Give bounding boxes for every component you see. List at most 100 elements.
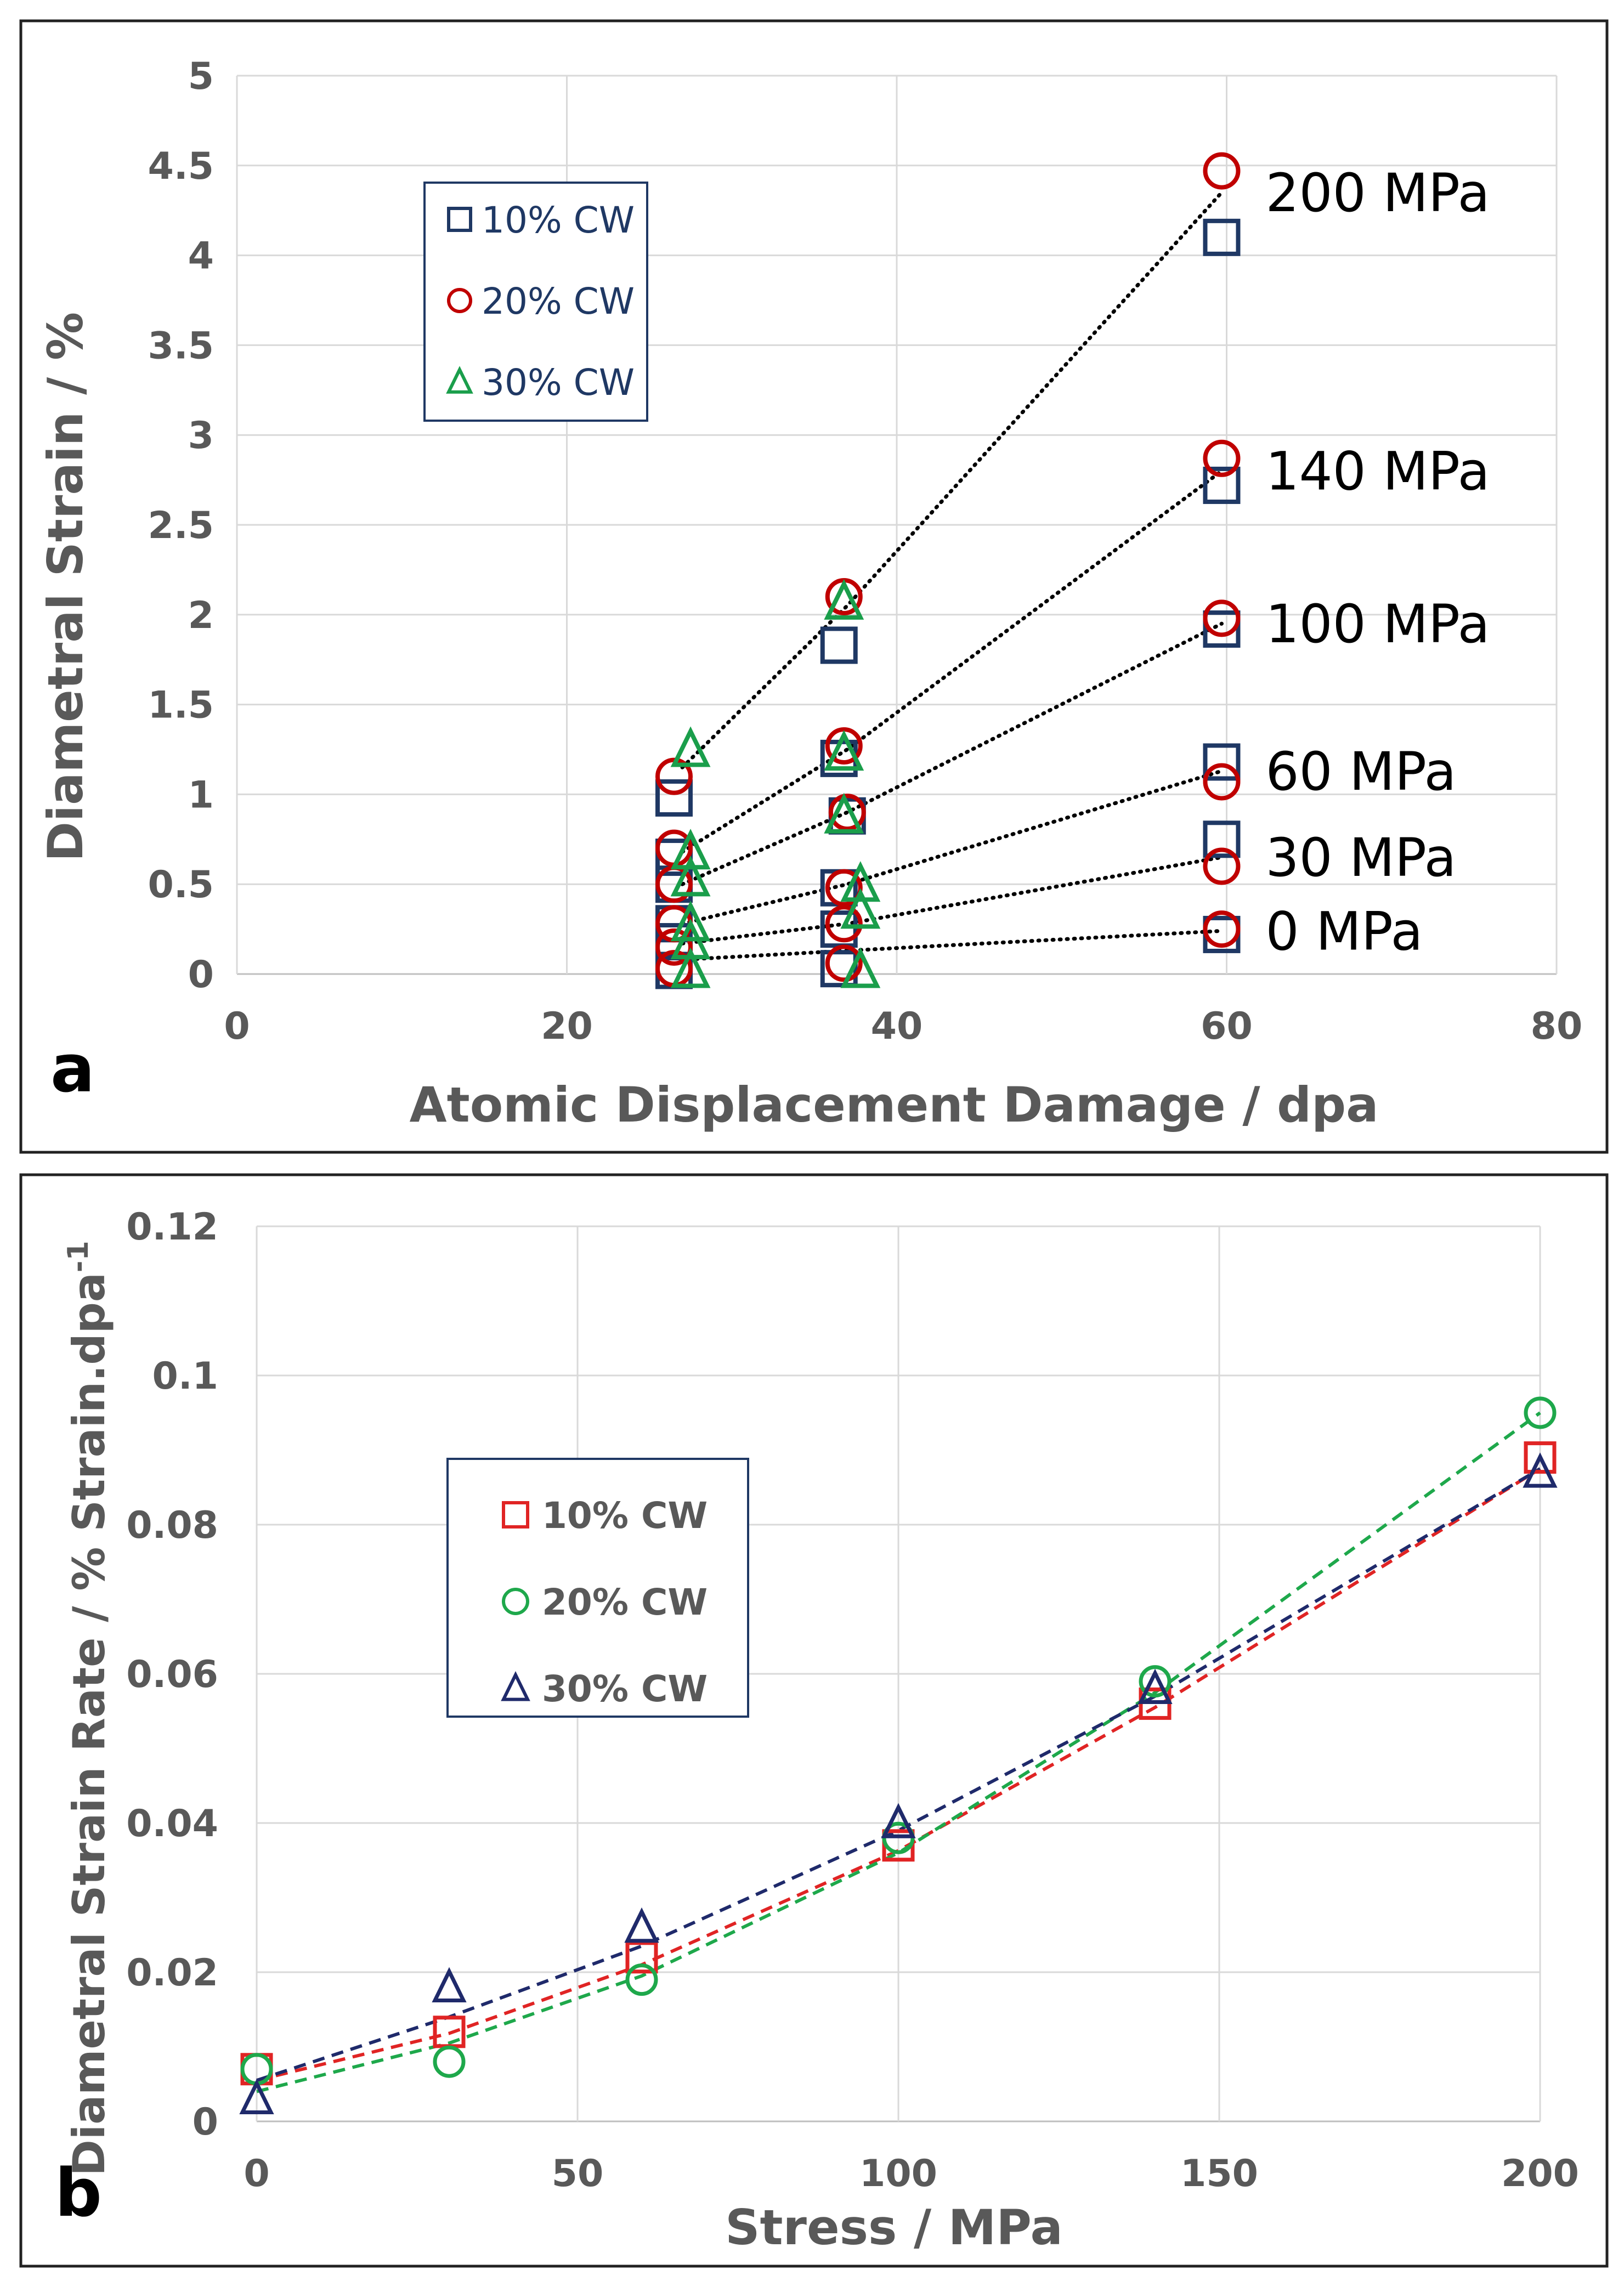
- panel-a-data-point: [840, 861, 881, 902]
- panel-b-data-point: [1523, 1452, 1558, 1488]
- panel-a-legend: 10% CW 20% CW 30% CW: [423, 182, 648, 422]
- panel-a-data-point: [1203, 910, 1241, 948]
- panel-a-y-tick-label: 3: [188, 414, 214, 457]
- panel-a-y-tick-label: 2.5: [148, 504, 214, 547]
- panel-a-data-point: [840, 947, 881, 988]
- panel-a-trend-line: [680, 469, 1224, 854]
- panel-a-data-point: [1203, 763, 1241, 801]
- panel-a-data-point: [820, 950, 858, 988]
- panel-a-data-point: [655, 928, 693, 966]
- panel-b-y-axis-label-text: Diametral Strain Rate / % Strain.dpa: [64, 1272, 115, 2176]
- panel-a-y-tick-label: 1.5: [148, 684, 214, 727]
- panel-b-label: b: [55, 2155, 102, 2232]
- panel-a-x-tick-label: 0: [224, 1005, 250, 1048]
- panel-a-y-tick-label: 0.5: [148, 863, 214, 907]
- panel-a-data-point: [1203, 743, 1241, 781]
- panel-a-data-point: [670, 947, 711, 988]
- panel-a-trend-line: [680, 621, 1224, 886]
- panel-a-data-point: [1203, 466, 1241, 504]
- panel-a-data-point: [1203, 152, 1241, 190]
- panel-b-x-tick-label: 100: [859, 2152, 937, 2195]
- panel-b-x-tick-label: 0: [244, 2152, 269, 2195]
- panel-b-legend-entry: 30% CW: [542, 1668, 708, 1710]
- panel-a-trend-line: [680, 769, 1224, 926]
- panel-b-fit-line: [256, 1467, 1541, 2082]
- panel-b-y-tick-label: 0: [193, 2101, 218, 2144]
- panel-a-y-axis-label: Diametral Strain / %: [37, 312, 94, 862]
- panel-a-data-point: [1203, 820, 1241, 858]
- panel-a-data-point: [825, 944, 863, 982]
- panel-b-data-point: [1139, 1665, 1172, 1698]
- panel-a-data-point: [840, 888, 881, 929]
- panel-a-data-point: [825, 727, 863, 765]
- panel-a-pressure-labels: 200 MPa 140 MPa 100 MPa 60 MPa 30 MPa 0 MPa: [1265, 162, 1490, 962]
- panel-b-y-tick-label: 0.04: [126, 1802, 218, 1846]
- panel-b-y-axis-label: Diametral Strain Rate / % Strain.dpa-1: [62, 1241, 115, 2176]
- panel-b-data-point: [1524, 1441, 1557, 1474]
- panel-a-trend-line: [680, 190, 1224, 769]
- panel-a-pressure-label: 0 MPa: [1265, 901, 1423, 962]
- panel-b-x-tick-label: 200: [1501, 2152, 1579, 2195]
- panel-a-y-tick-label: 1: [188, 773, 214, 817]
- panel-b-x-axis-label: Stress / MPa: [725, 2199, 1063, 2256]
- panel-b-data-point: [432, 1967, 467, 2003]
- panel-a-data-point: [670, 856, 711, 897]
- panel-a-x-tick-label: 40: [871, 1005, 923, 1048]
- panel-b-legend-marker: [501, 1671, 530, 1701]
- panel-b-data-point: [1138, 1668, 1173, 1705]
- panel-a-legend-entry: 30% CW: [482, 361, 635, 404]
- panel-a-tick-labels: 0 0.5 1 1.5 2 2.5 3 3.5 4 4.5 5 0 20 40 60 80: [148, 55, 1583, 1048]
- panel-a-data-point: [824, 579, 864, 620]
- panel-a-data-point: [655, 779, 693, 817]
- panel-a-legend-entry: 20% CW: [482, 280, 635, 322]
- panel-a-data-point: [1203, 218, 1241, 256]
- panel-b-fit-lines: [256, 1411, 1541, 2093]
- panel-a-data-point: [1203, 599, 1241, 637]
- panel-a-data-point: [820, 626, 858, 664]
- panel-a-pressure-label: 60 MPa: [1265, 741, 1456, 802]
- panel-a-data-point: [828, 794, 866, 831]
- panel-b-y-tick-label: 0.06: [126, 1653, 218, 1696]
- panel-a-legend-marker: [447, 207, 472, 232]
- panel-a-label: a: [50, 1031, 95, 1107]
- panel-a-y-tick-label: 2: [188, 594, 214, 637]
- panel-a-legend-box: [423, 182, 648, 422]
- panel-b-y-tick-label: 0.02: [126, 1951, 218, 1995]
- panel-b-data-point: [624, 1907, 659, 1943]
- panel-b-x-tick-label: 50: [552, 2152, 604, 2195]
- panel-b-legend-marker: [502, 1501, 529, 1529]
- panel-a-x-tick-label: 20: [541, 1005, 593, 1048]
- panel-a-data-point: [1203, 847, 1241, 885]
- panel-b-legend-marker: [502, 1588, 529, 1615]
- panel-a-legend-marker: [446, 366, 473, 394]
- panel-a-markers: [655, 152, 1241, 989]
- panel-b-y-tick-label: 0.08: [126, 1504, 218, 1547]
- panel-b-data-point: [881, 1803, 916, 1838]
- panel-a-data-point: [825, 905, 863, 943]
- panel-a-data-point: [670, 901, 711, 942]
- panel-b-y-tick-label: 0.12: [126, 1205, 218, 1249]
- panel-a-data-point: [670, 829, 711, 870]
- panel-a-pressure-label: 200 MPa: [1265, 162, 1490, 224]
- panel-a-y-tick-label: 4.5: [148, 145, 214, 188]
- panel-a-frame: [19, 19, 1609, 1154]
- panel-a-data-point: [670, 726, 711, 767]
- panel-b-data-point: [239, 2079, 274, 2115]
- panel-b-y-axis-label-superscript: -1: [62, 1241, 95, 1272]
- panel-a-legend-marker: [447, 288, 472, 313]
- panel-a-pressure-label: 140 MPa: [1265, 441, 1490, 502]
- panel-b-y-tick-label: 0.1: [152, 1355, 218, 1398]
- panel-b-data-point: [433, 2045, 466, 2078]
- panel-a-data-point: [1203, 439, 1241, 477]
- panel-a-data-point: [824, 792, 864, 834]
- panel-a-y-tick-label: 3.5: [148, 324, 214, 367]
- panel-b-legend-entry: 20% CW: [542, 1581, 708, 1623]
- panel-b-grid: [256, 1225, 1541, 2122]
- panel-a-pressure-label: 30 MPa: [1265, 827, 1456, 888]
- panel-b-y-axis-label-group: Diametral Strain Rate / % Strain.dpa-1: [62, 1241, 115, 2176]
- panel-a-legend-entry: 10% CW: [482, 199, 635, 241]
- panel-a-data-point: [825, 869, 863, 907]
- panel-b-tick-labels: 0 0.02 0.04 0.06 0.08 0.1 0.12 0 50 100 150 200: [126, 1205, 1579, 2195]
- panel-b-x-tick-label: 150: [1180, 2152, 1258, 2195]
- panel-b-legend: 10% CW 20% CW 30% CW: [446, 1458, 749, 1718]
